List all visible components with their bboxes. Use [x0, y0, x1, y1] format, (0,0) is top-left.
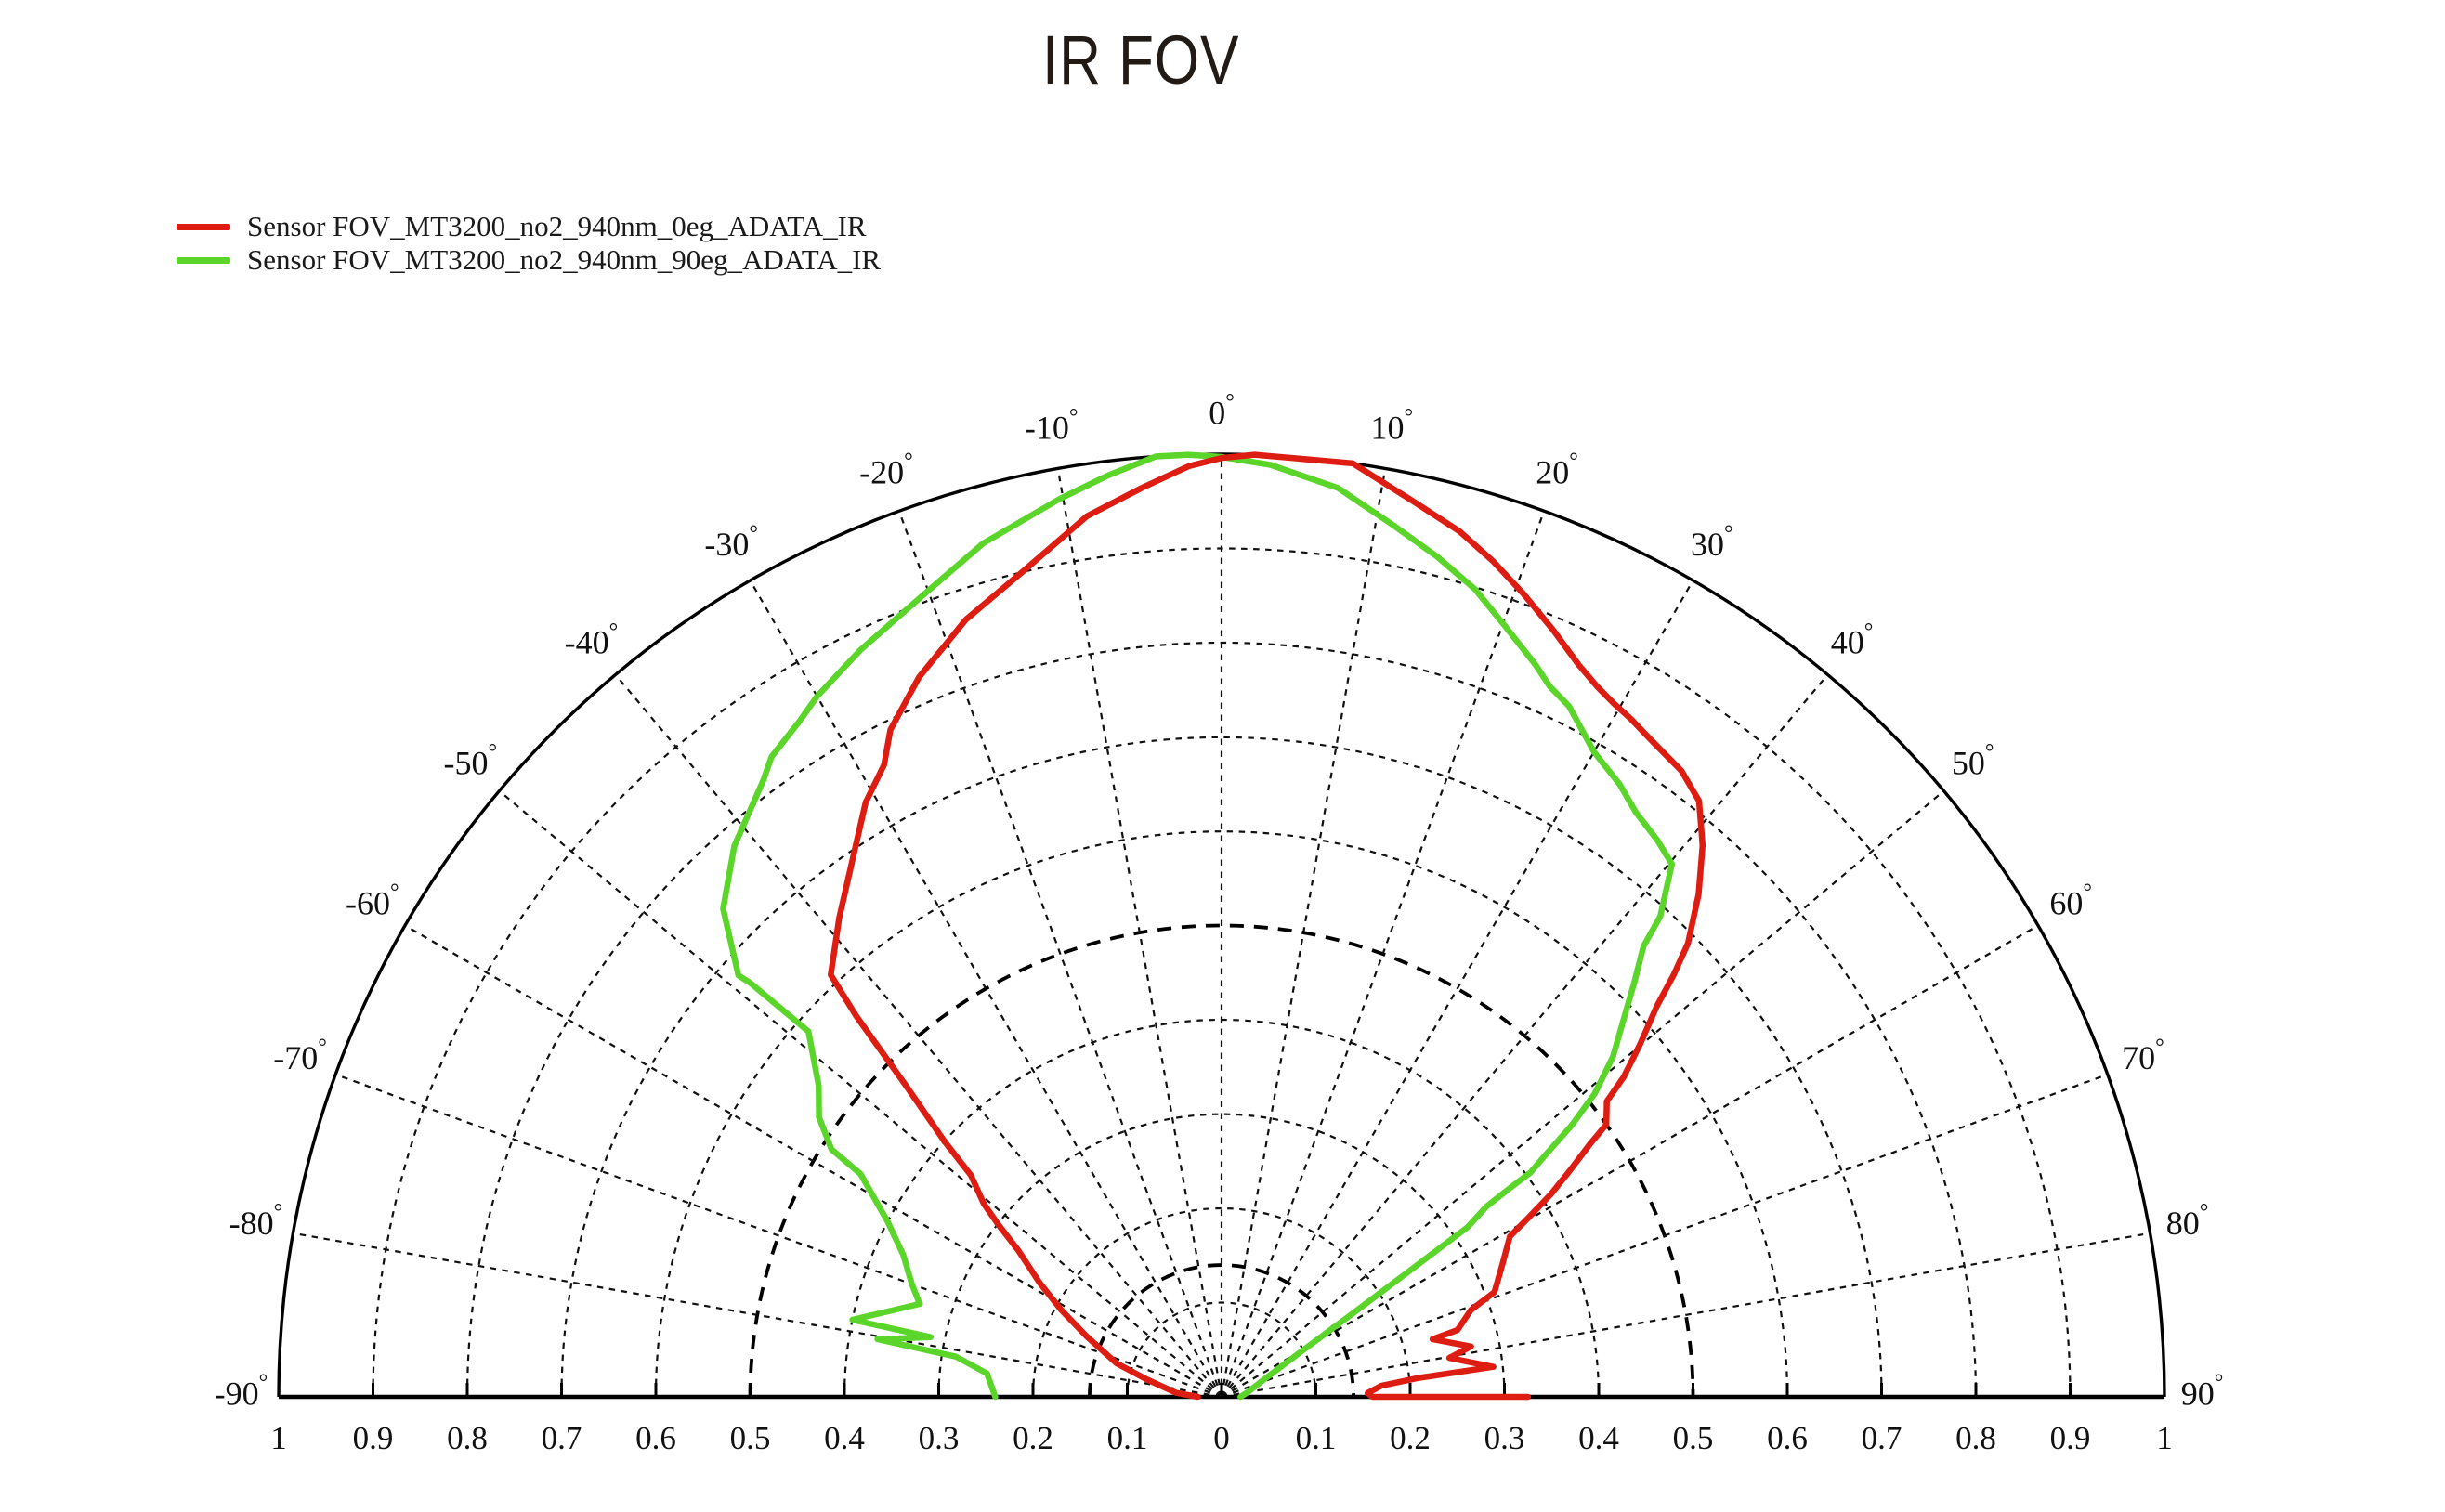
svg-text:1: 1	[2156, 1420, 2173, 1456]
svg-text:80°: 80°	[2166, 1200, 2209, 1242]
chart-series	[720, 451, 1706, 1401]
polar-grid	[277, 452, 2166, 1400]
svg-text:0.3: 0.3	[1484, 1420, 1525, 1456]
legend: Sensor FOV_MT3200_no2_940nm_0eg_ADATA_IR…	[177, 210, 881, 277]
legend-item: Sensor FOV_MT3200_no2_940nm_90eg_ADATA_I…	[177, 243, 881, 277]
svg-text:0.9: 0.9	[353, 1420, 394, 1456]
svg-text:0.4: 0.4	[1578, 1420, 1619, 1456]
svg-text:0.7: 0.7	[1862, 1420, 1902, 1456]
svg-text:-30°: -30°	[704, 521, 758, 563]
svg-text:-50°: -50°	[444, 740, 498, 782]
svg-text:20°: 20°	[1536, 450, 1578, 491]
svg-text:0.1: 0.1	[1107, 1420, 1148, 1456]
page-title: IR FOV	[1042, 21, 1240, 98]
svg-text:-80°: -80°	[229, 1200, 283, 1242]
svg-text:90°: 90°	[2181, 1371, 2224, 1413]
svg-text:0.3: 0.3	[919, 1420, 960, 1456]
svg-text:0.6: 0.6	[1767, 1420, 1808, 1456]
svg-text:0.5: 0.5	[730, 1420, 771, 1456]
svg-text:-40°: -40°	[565, 619, 619, 661]
svg-text:-20°: -20°	[859, 450, 913, 491]
svg-text:0.5: 0.5	[1673, 1420, 1714, 1456]
svg-text:0.4: 0.4	[824, 1420, 865, 1456]
svg-text:0: 0	[1213, 1420, 1230, 1456]
legend-label: Sensor FOV_MT3200_no2_940nm_0eg_ADATA_IR	[247, 210, 867, 242]
svg-text:70°: 70°	[2122, 1035, 2164, 1076]
legend-item: Sensor FOV_MT3200_no2_940nm_0eg_ADATA_IR	[177, 210, 881, 243]
svg-text:1: 1	[270, 1420, 287, 1456]
svg-text:0.2: 0.2	[1390, 1420, 1431, 1456]
svg-text:0°: 0°	[1209, 390, 1235, 432]
svg-text:-90°: -90°	[215, 1371, 268, 1413]
svg-text:-60°: -60°	[346, 880, 399, 922]
svg-text:10°: 10°	[1370, 405, 1413, 447]
svg-text:0.9: 0.9	[2050, 1420, 2091, 1456]
svg-text:30°: 30°	[1691, 521, 1733, 563]
svg-text:0.1: 0.1	[1296, 1420, 1337, 1456]
svg-text:0.6: 0.6	[635, 1420, 676, 1456]
svg-text:0.2: 0.2	[1013, 1420, 1053, 1456]
svg-text:40°: 40°	[1831, 619, 1874, 661]
axis-labels: -90°-80°-70°-60°-50°-40°-30°-20°-10° 0°10…	[215, 390, 2224, 1456]
legend-swatch-green-line	[177, 256, 230, 264]
svg-text:-10°: -10°	[1025, 405, 1079, 447]
legend-label: Sensor FOV_MT3200_no2_940nm_90eg_ADATA_I…	[247, 243, 882, 276]
legend-swatch-red-line	[177, 223, 230, 230]
svg-text:0.8: 0.8	[447, 1420, 488, 1456]
svg-text:50°: 50°	[1952, 740, 1994, 782]
svg-text:0.7: 0.7	[542, 1420, 582, 1456]
svg-text:-70°: -70°	[273, 1035, 327, 1076]
svg-text:60°: 60°	[2049, 880, 2092, 922]
svg-text:0.8: 0.8	[1955, 1420, 1996, 1456]
